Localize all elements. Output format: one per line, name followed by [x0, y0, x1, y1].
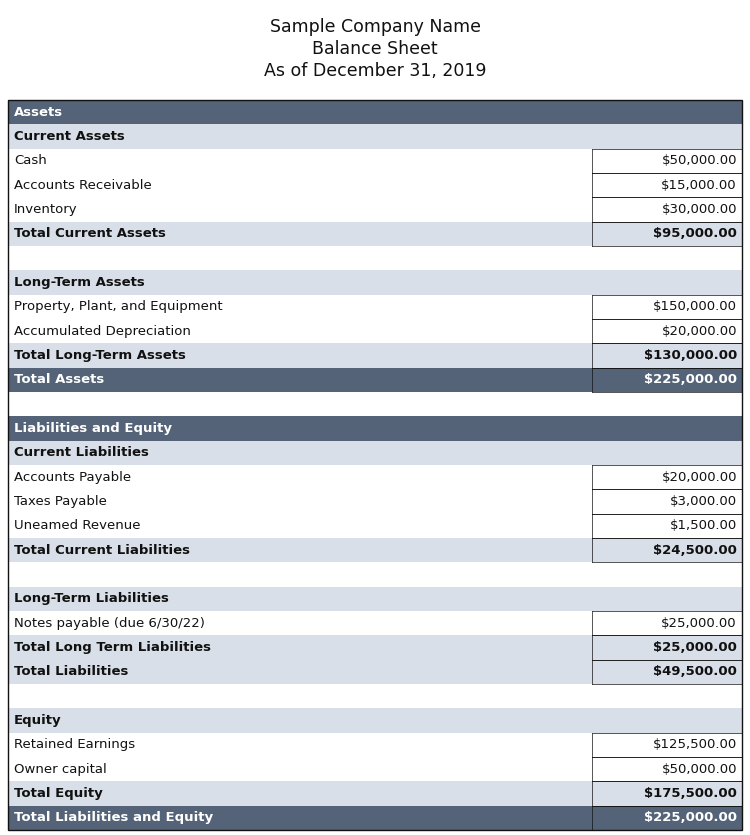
Text: Total Assets: Total Assets — [14, 373, 104, 387]
Text: Total Equity: Total Equity — [14, 787, 103, 800]
Text: Inventory: Inventory — [14, 203, 78, 216]
Text: Total Long-Term Assets: Total Long-Term Assets — [14, 349, 186, 362]
Bar — [8, 319, 742, 343]
Text: $225,000.00: $225,000.00 — [644, 373, 737, 387]
Bar — [8, 100, 742, 124]
Text: Notes payable (due 6/30/22): Notes payable (due 6/30/22) — [14, 617, 205, 630]
Text: $20,000.00: $20,000.00 — [662, 471, 737, 483]
Text: Total Current Liabilities: Total Current Liabilities — [14, 544, 190, 557]
Bar — [8, 271, 742, 295]
Text: $50,000.00: $50,000.00 — [662, 762, 737, 776]
Bar — [8, 441, 742, 465]
Bar — [8, 197, 742, 221]
Bar — [8, 782, 742, 806]
Text: $30,000.00: $30,000.00 — [662, 203, 737, 216]
Bar — [8, 732, 742, 757]
Text: Liabilities and Equity: Liabilities and Equity — [14, 422, 172, 435]
Bar — [8, 611, 742, 635]
Bar — [8, 221, 742, 246]
Text: $130,000.00: $130,000.00 — [644, 349, 737, 362]
Text: Balance Sheet: Balance Sheet — [312, 40, 438, 58]
Bar — [8, 538, 742, 562]
Bar — [8, 246, 742, 271]
Text: Taxes Payable: Taxes Payable — [14, 495, 106, 508]
Text: Long-Term Liabilities: Long-Term Liabilities — [14, 592, 169, 605]
Bar — [8, 489, 742, 514]
Text: Total Liabilities and Equity: Total Liabilities and Equity — [14, 812, 213, 824]
Bar — [8, 465, 742, 489]
Text: $150,000.00: $150,000.00 — [653, 301, 737, 313]
Text: $225,000.00: $225,000.00 — [644, 812, 737, 824]
Bar — [8, 343, 742, 367]
Text: Current Assets: Current Assets — [14, 130, 125, 143]
Text: $95,000.00: $95,000.00 — [653, 227, 737, 240]
Bar — [8, 514, 742, 538]
Text: Total Current Assets: Total Current Assets — [14, 227, 166, 240]
Bar — [8, 708, 742, 732]
Text: Total Long Term Liabilities: Total Long Term Liabilities — [14, 641, 211, 654]
Text: Uneamed Revenue: Uneamed Revenue — [14, 519, 140, 533]
Bar — [8, 562, 742, 587]
Text: $125,500.00: $125,500.00 — [652, 738, 737, 752]
Bar — [8, 684, 742, 708]
Text: $24,500.00: $24,500.00 — [653, 544, 737, 557]
Bar — [8, 149, 742, 173]
Bar — [8, 635, 742, 660]
Text: Accumulated Depreciation: Accumulated Depreciation — [14, 325, 190, 337]
Bar — [8, 100, 742, 830]
Text: $20,000.00: $20,000.00 — [662, 325, 737, 337]
Bar — [8, 806, 742, 830]
Bar — [8, 587, 742, 611]
Text: $1,500.00: $1,500.00 — [670, 519, 737, 533]
Text: $15,000.00: $15,000.00 — [662, 179, 737, 192]
Bar — [8, 757, 742, 782]
Text: Current Liabilities: Current Liabilities — [14, 447, 149, 459]
Text: Sample Company Name: Sample Company Name — [269, 18, 481, 36]
Text: $3,000.00: $3,000.00 — [670, 495, 737, 508]
Text: $50,000.00: $50,000.00 — [662, 154, 737, 167]
Text: $175,500.00: $175,500.00 — [644, 787, 737, 800]
Text: $25,000.00: $25,000.00 — [653, 641, 737, 654]
Text: Total Liabilities: Total Liabilities — [14, 665, 128, 678]
Text: Assets: Assets — [14, 106, 63, 119]
Bar — [8, 173, 742, 197]
Text: Accounts Receivable: Accounts Receivable — [14, 179, 152, 192]
Text: As of December 31, 2019: As of December 31, 2019 — [264, 62, 486, 80]
Bar — [8, 367, 742, 392]
Text: $49,500.00: $49,500.00 — [653, 665, 737, 678]
Text: Owner capital: Owner capital — [14, 762, 106, 776]
Bar — [8, 660, 742, 684]
Bar — [8, 295, 742, 319]
Text: $25,000.00: $25,000.00 — [662, 617, 737, 630]
Text: Property, Plant, and Equipment: Property, Plant, and Equipment — [14, 301, 223, 313]
Bar — [8, 417, 742, 441]
Text: Long-Term Assets: Long-Term Assets — [14, 276, 145, 289]
Text: Cash: Cash — [14, 154, 46, 167]
Text: Accounts Payable: Accounts Payable — [14, 471, 131, 483]
Text: Equity: Equity — [14, 714, 62, 727]
Bar — [8, 392, 742, 417]
Text: Retained Earnings: Retained Earnings — [14, 738, 135, 752]
Bar — [8, 124, 742, 149]
